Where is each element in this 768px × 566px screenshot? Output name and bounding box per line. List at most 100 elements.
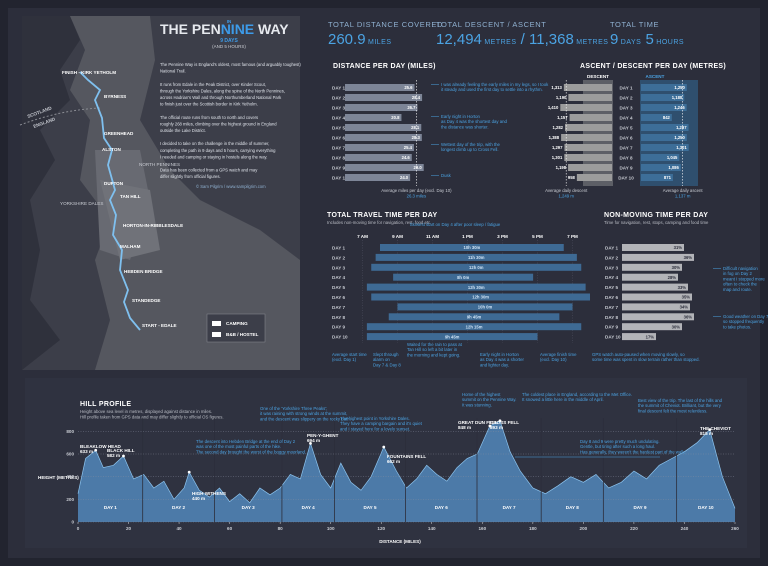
average-value: 1,249 m [558,194,574,199]
stat-value: 12,494 METRES / 11,368 METRES [436,31,608,48]
descent-label: 1,297 [552,145,563,150]
day-label: DAY 1 [605,246,618,251]
map-label: GREENHEAD [104,131,134,136]
descent-bar [564,144,612,151]
descent-bar [560,104,612,111]
day-label: DAY 6 [332,295,345,300]
y-tick-label: 0 [71,520,74,525]
day-label: DAY 4 [619,116,632,121]
descent-bar [563,84,612,91]
ascent-label: 1,250 [674,85,685,90]
average-label: Average miles per day (excl. Day 10) [381,188,452,193]
title-days: 9 DAYS [220,38,238,44]
peak-height: 815 m [700,431,713,436]
value-label: 28.3 [412,135,421,140]
note: They have a camping bargain and it's qui… [340,421,423,426]
stat-unit: HOURS [654,39,684,46]
peak-height: 848 m [458,425,471,430]
stat-unit: METRES [574,39,609,46]
descent-bar [568,94,612,101]
note: and lighter day. [480,362,509,367]
duration-label: 10h 0m [478,305,493,310]
x-tick-label: 1 PM [462,234,473,239]
ascent-bar [641,144,689,151]
stat-label: TOTAL DESCENT / ASCENT [436,20,546,29]
stat-unit: METRES [482,39,517,46]
note: Waited for the rain to pass at [407,342,463,347]
map-legend-label: CAMPING [226,321,248,326]
value-label: 25.6 [404,85,413,90]
day-label: DAY 7 [332,146,345,151]
ascent-bar [641,164,681,171]
stat-label: TOTAL TIME [610,20,659,29]
day-label: DAY 3 [332,106,345,111]
day-label: DAY 9 [633,505,646,510]
bar [345,94,423,101]
note: longest climb up to Cross Fell. [441,147,499,152]
value-label: 30% [672,265,681,270]
day-label: DAY 2 [619,96,632,101]
intro-line: through the Yorkshire Dales, along the s… [160,88,285,93]
x-tick-label: 11 AM [426,234,439,239]
day-label: DAY 5 [605,285,618,290]
day-label: DAY 2 [172,505,185,510]
note: Home of the highest [462,392,501,397]
y-tick-label: 600 [66,452,74,457]
descent-label: 1,388 [549,135,560,140]
bar [622,333,656,341]
time-bar [366,333,538,341]
peak-marker [309,441,312,445]
x-tick-label: 140 [428,526,436,531]
bar [622,253,694,261]
map-label: HEBDEN BRIDGE [124,269,163,274]
peak-marker [94,448,98,452]
stat-unit: DAYS [618,39,641,46]
time-bar [371,263,582,271]
day-label: DAY 10 [605,335,621,340]
intro-line: roughly 268 miles, climbing over the hig… [160,121,277,126]
note: Dusk [441,173,452,178]
day-label: DAY 7 [503,505,516,510]
peak-name: BLEAKLOW HEAD [80,444,122,449]
note: the summit of Cheviot. Brilliant, but th… [638,403,722,408]
descent-label: 958 [568,175,576,180]
note: Best view of the trip. The last of the h… [638,398,723,403]
ascent-bar [641,124,689,131]
bar [622,313,694,321]
note: final descent felt the most relentless. [638,408,708,413]
map-label: HORTON-IN-RIBBLESDALE [123,223,183,228]
stat-value: 9 DAYS 5 HOURS [610,31,684,48]
chart-subtitle: Height above sea level in metres, displa… [80,409,212,414]
descent-label: 1,410 [548,105,559,110]
y-tick-label: 400 [66,474,74,479]
duration-label: 12h 0m [469,265,484,270]
peak-height: 582 m [107,453,120,458]
descent-label: 1,301 [552,155,563,160]
value-label: 30% [672,324,681,329]
map-label: FINISH - KIRK YETHOLM [62,70,116,75]
bar [345,104,418,111]
day-label: DAY 9 [605,325,618,330]
bar [622,293,692,301]
value-label: 26.7 [407,105,416,110]
ascent-bar [641,154,680,161]
peak-marker [122,454,125,458]
map: FINISH - KIRK YETHOLM BYRNESS SCOTLAND E… [19,16,300,370]
note: often to check the [723,282,758,287]
route [79,71,141,331]
note: map and route. [723,287,752,292]
note: I was already feeling the early miles in… [441,82,549,87]
descent-bar [561,134,612,141]
duration-label: 8h 0m [457,275,469,280]
peak-name: PEN-Y-GHENT [307,433,339,438]
map-legend-box [206,313,266,343]
ascent-bar [641,84,687,91]
time-bar [380,244,564,251]
note: Early night in Horton [441,114,481,119]
peak-height: 893 m [490,425,503,430]
ascent-bar [641,104,687,111]
descent-bar [576,174,612,181]
bar [622,323,682,331]
border-line [19,107,101,126]
note: it was raining with strong winds at the … [260,411,347,416]
